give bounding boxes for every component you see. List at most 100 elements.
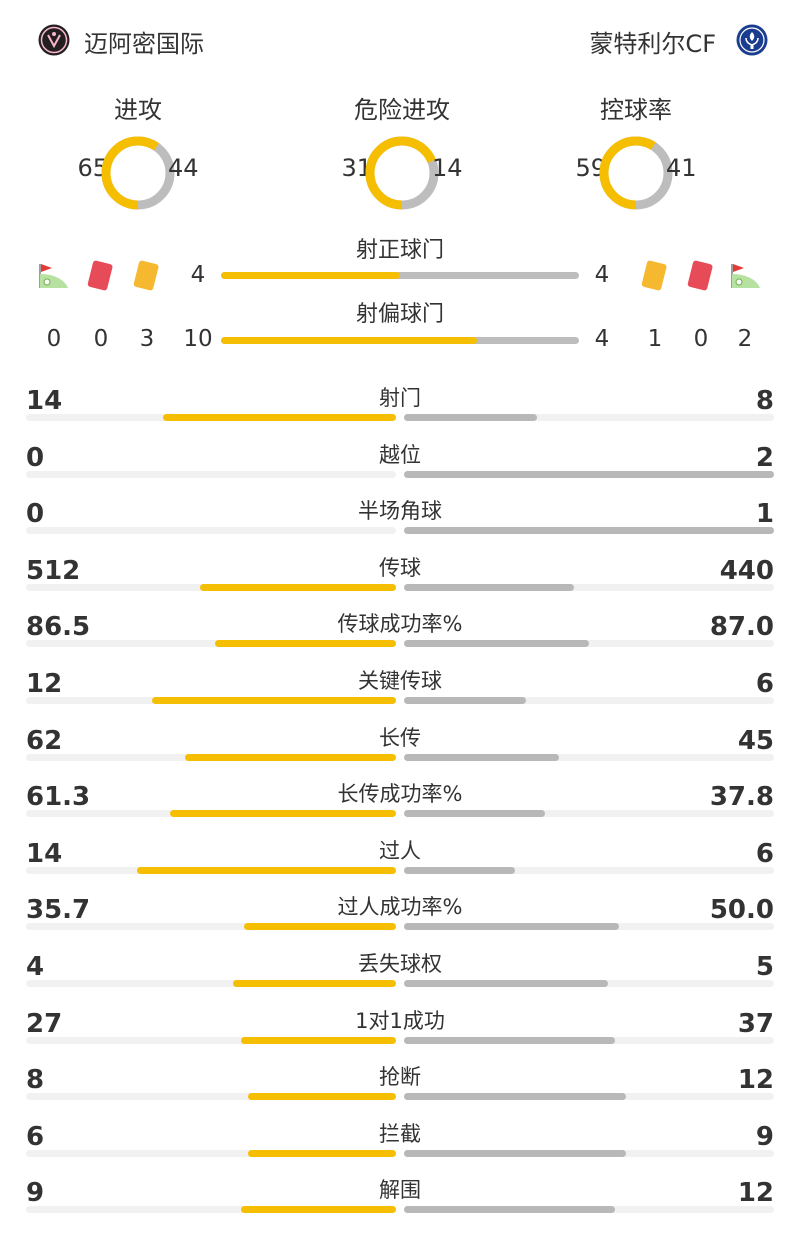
donut-ring — [365, 136, 439, 210]
stat-away-fill — [404, 866, 515, 874]
away-shots-off-target: 4 — [594, 326, 610, 352]
away-team-logo[interactable] — [736, 24, 768, 56]
shots-off-target-bar — [221, 337, 579, 344]
donut-title: 进攻 — [114, 96, 162, 124]
stat-home-value: 8 — [26, 1065, 45, 1096]
stat-label: 1对1成功 — [355, 1008, 445, 1033]
stat-row: 0 越位 2 — [0, 429, 800, 486]
stat-away-track — [404, 470, 774, 478]
stat-row: 512 传球 440 — [0, 542, 800, 599]
away-yellow-card-icon — [640, 260, 670, 296]
stat-away-fill — [404, 980, 608, 987]
stat-label: 关键传球 — [358, 669, 442, 693]
stat-home-value: 9 — [26, 1178, 45, 1209]
away-corners: 2 — [737, 326, 753, 352]
donut-away-value: 44 — [168, 154, 199, 182]
stat-away-track — [404, 1149, 774, 1157]
stat-home-track — [26, 866, 396, 874]
donut-ring — [101, 136, 175, 210]
stat-row: 62 长传 45 — [0, 712, 800, 769]
stat-away-track — [404, 583, 774, 591]
stat-away-value: 12 — [737, 1178, 774, 1209]
inter-miami-crest-icon — [38, 24, 70, 56]
donut-away-value: 14 — [432, 154, 463, 182]
stat-away-track — [404, 697, 774, 704]
stat-home-value: 14 — [26, 838, 63, 869]
stat-home-track — [26, 470, 396, 478]
stat-away-track — [404, 640, 774, 648]
stat-away-fill — [404, 1036, 615, 1044]
donut-home-arc — [101, 136, 175, 210]
shots-off-target-home-fill — [221, 337, 477, 344]
stat-row: 4 丢失球权 5 — [0, 938, 800, 995]
away-team-name[interactable]: 蒙特利尔CF — [589, 30, 716, 58]
shots-on-target-home-fill — [221, 272, 400, 279]
stat-label: 过人 — [379, 838, 421, 863]
stat-away-fill — [404, 810, 545, 818]
home-yellow-card-icon — [132, 260, 162, 296]
stat-row: 8 抢断 12 — [0, 1051, 800, 1108]
stat-away-value: 12 — [737, 1065, 774, 1096]
cf-montreal-crest-icon — [736, 24, 768, 56]
stat-home-track — [26, 980, 396, 987]
stat-away-value: 2 — [755, 442, 774, 473]
stat-away-track — [404, 923, 774, 931]
stat-row: 14 射门 8 — [0, 372, 800, 429]
stat-home-value: 12 — [26, 669, 63, 699]
stat-home-value: 512 — [26, 555, 81, 586]
donut-2: 控球率 59 41 — [536, 88, 736, 218]
home-yellow-cards: 3 — [139, 326, 155, 352]
stat-home-track — [26, 640, 396, 648]
home-red-card-icon — [86, 260, 116, 296]
stat-home-value: 62 — [26, 725, 63, 756]
away-corner-flag-icon — [730, 260, 762, 296]
stat-home-track — [26, 414, 396, 421]
stat-label: 拦截 — [379, 1121, 421, 1146]
home-team-logo[interactable] — [38, 24, 70, 56]
stat-home-track — [26, 697, 396, 704]
stat-home-track — [26, 527, 396, 535]
home-team-name[interactable]: 迈阿密国际 — [84, 30, 204, 58]
away-red-cards: 0 — [693, 326, 709, 352]
donut-0: 进攻 65 44 — [38, 88, 238, 218]
stat-row: 12 关键传球 6 — [0, 655, 800, 712]
shots-on-target-bar — [221, 272, 579, 279]
away-yellow-cards: 1 — [647, 326, 663, 352]
stat-home-fill — [233, 980, 396, 987]
stat-home-track — [26, 1149, 396, 1157]
stat-away-value: 440 — [719, 555, 774, 586]
stat-home-value: 4 — [26, 952, 45, 982]
donut-title: 控球率 — [600, 96, 672, 124]
home-shots-off-target: 10 — [183, 326, 213, 352]
stat-away-value: 6 — [755, 838, 774, 869]
stat-row: 9 解围 12 — [0, 1164, 800, 1221]
donut-ring — [599, 136, 673, 210]
stat-label: 传球成功率% — [337, 612, 463, 637]
donut-away-value: 41 — [666, 154, 697, 182]
home-shots-on-target: 4 — [190, 262, 206, 288]
stat-home-fill — [244, 923, 396, 931]
stat-away-track — [404, 810, 774, 818]
stat-away-value: 50.0 — [709, 895, 774, 926]
stat-away-fill — [404, 1149, 626, 1157]
stat-row: 61.3 长传成功率% 37.8 — [0, 768, 800, 825]
stat-home-fill — [162, 414, 396, 421]
stat-away-fill — [404, 1093, 626, 1101]
stat-row: 14 过人 6 — [0, 825, 800, 882]
stat-away-value: 9 — [755, 1121, 774, 1152]
stat-away-track — [404, 1093, 774, 1101]
stat-home-fill — [137, 866, 396, 874]
stat-label: 过人成功率% — [337, 895, 463, 920]
stat-away-value: 5 — [755, 952, 774, 982]
stat-away-fill — [404, 527, 774, 535]
stat-label: 丢失球权 — [358, 952, 442, 976]
stat-label: 长传 — [379, 725, 421, 750]
stat-home-fill — [248, 1149, 396, 1157]
stat-home-track — [26, 753, 396, 761]
stat-away-fill — [404, 470, 774, 478]
stat-label: 越位 — [379, 442, 421, 467]
donut-1: 危险进攻 31 14 — [302, 88, 502, 218]
stat-home-fill — [151, 697, 396, 704]
stat-away-fill — [404, 414, 538, 421]
stat-row: 0 半场角球 1 — [0, 485, 800, 542]
